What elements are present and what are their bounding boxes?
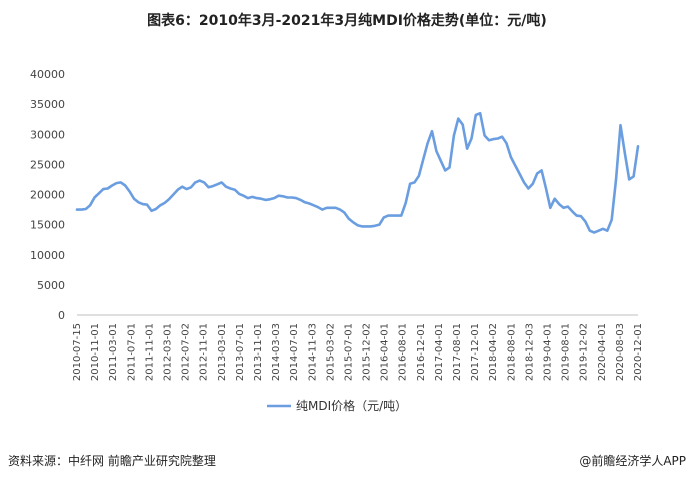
x-tick-label: 2010-11-01 <box>90 323 101 381</box>
x-tick-label: 2016-12-01 <box>416 323 427 381</box>
x-tick-label: 2014-11-03 <box>307 323 318 381</box>
y-tick-label: 35000 <box>30 98 65 111</box>
y-tick-label: 10000 <box>30 249 65 262</box>
y-tick-label: 25000 <box>30 158 65 171</box>
x-axis: 2010-07-15 2010-11-01 2011-03-01 2011-07-01… <box>72 314 644 381</box>
x-tick-label: 2012-11-01 <box>199 323 210 381</box>
x-tick-label: 2011-07-01 <box>126 323 137 381</box>
y-tick-label: 30000 <box>30 128 65 141</box>
x-tick-label: 2019-08-01 <box>561 323 572 381</box>
y-tick-label: 20000 <box>30 189 65 202</box>
x-tick-label: 2012-03-01 <box>162 323 173 381</box>
x-tick-label: 2017-12-01 <box>470 323 481 381</box>
x-tick-label: 2013-11-01 <box>253 323 264 381</box>
x-tick-label: 2012-07-02 <box>181 323 192 381</box>
x-tick-label: 2013-03-01 <box>217 323 228 381</box>
x-tick-label: 2017-08-01 <box>452 323 463 381</box>
chart-title: 图表6：2010年3月-2021年3月纯MDI价格走势(单位：元/吨) <box>147 13 547 29</box>
x-tick-label: 2016-08-01 <box>398 323 409 381</box>
y-tick-label: 0 <box>58 309 65 322</box>
source-note: 资料来源：中纤网 前瞻产业研究院整理 <box>8 454 216 468</box>
x-tick-label: 2019-04-01 <box>543 323 554 381</box>
x-tick-label: 2015-07-01 <box>343 323 354 381</box>
brand-credit: @前瞻经济学人APP <box>579 454 686 468</box>
x-tick-label: 2017-04-01 <box>434 323 445 381</box>
series-layer <box>75 111 640 234</box>
x-tick-label: 2020-12-01 <box>633 323 644 381</box>
y-tick-label: 5000 <box>37 279 65 292</box>
x-tick-label: 2020-08-03 <box>615 323 626 381</box>
legend-label: 纯MDI价格（元/吨） <box>296 398 407 413</box>
x-tick-label: 2011-11-01 <box>144 323 155 381</box>
y-axis: 0 5000 10000 15000 20000 25000 30000 35000 40000 <box>30 68 65 322</box>
x-tick-label: 2016-04-01 <box>380 323 391 381</box>
x-tick-label: 2019-12-02 <box>579 323 590 381</box>
x-tick-label: 2018-12-03 <box>524 323 535 381</box>
y-tick-label: 40000 <box>30 68 65 81</box>
x-tick-label: 2014-07-01 <box>289 323 300 381</box>
x-tick-label: 2020-04-01 <box>597 323 608 381</box>
x-tick-label: 2018-08-01 <box>506 323 517 381</box>
x-tick-label: 2014-03-03 <box>271 323 282 381</box>
legend: 纯MDI价格（元/吨） <box>267 398 407 413</box>
x-tick-label: 2013-07-01 <box>235 323 246 381</box>
x-tick-label: 2015-03-02 <box>325 323 336 381</box>
x-tick-label: 2018-04-02 <box>488 323 499 381</box>
x-tick-label: 2010-07-15 <box>72 323 83 381</box>
series-line-mdi-price <box>75 111 640 234</box>
x-tick-label: 2015-12-02 <box>362 323 373 381</box>
y-tick-label: 15000 <box>30 219 65 232</box>
x-tick-label: 2011-03-01 <box>108 323 119 381</box>
